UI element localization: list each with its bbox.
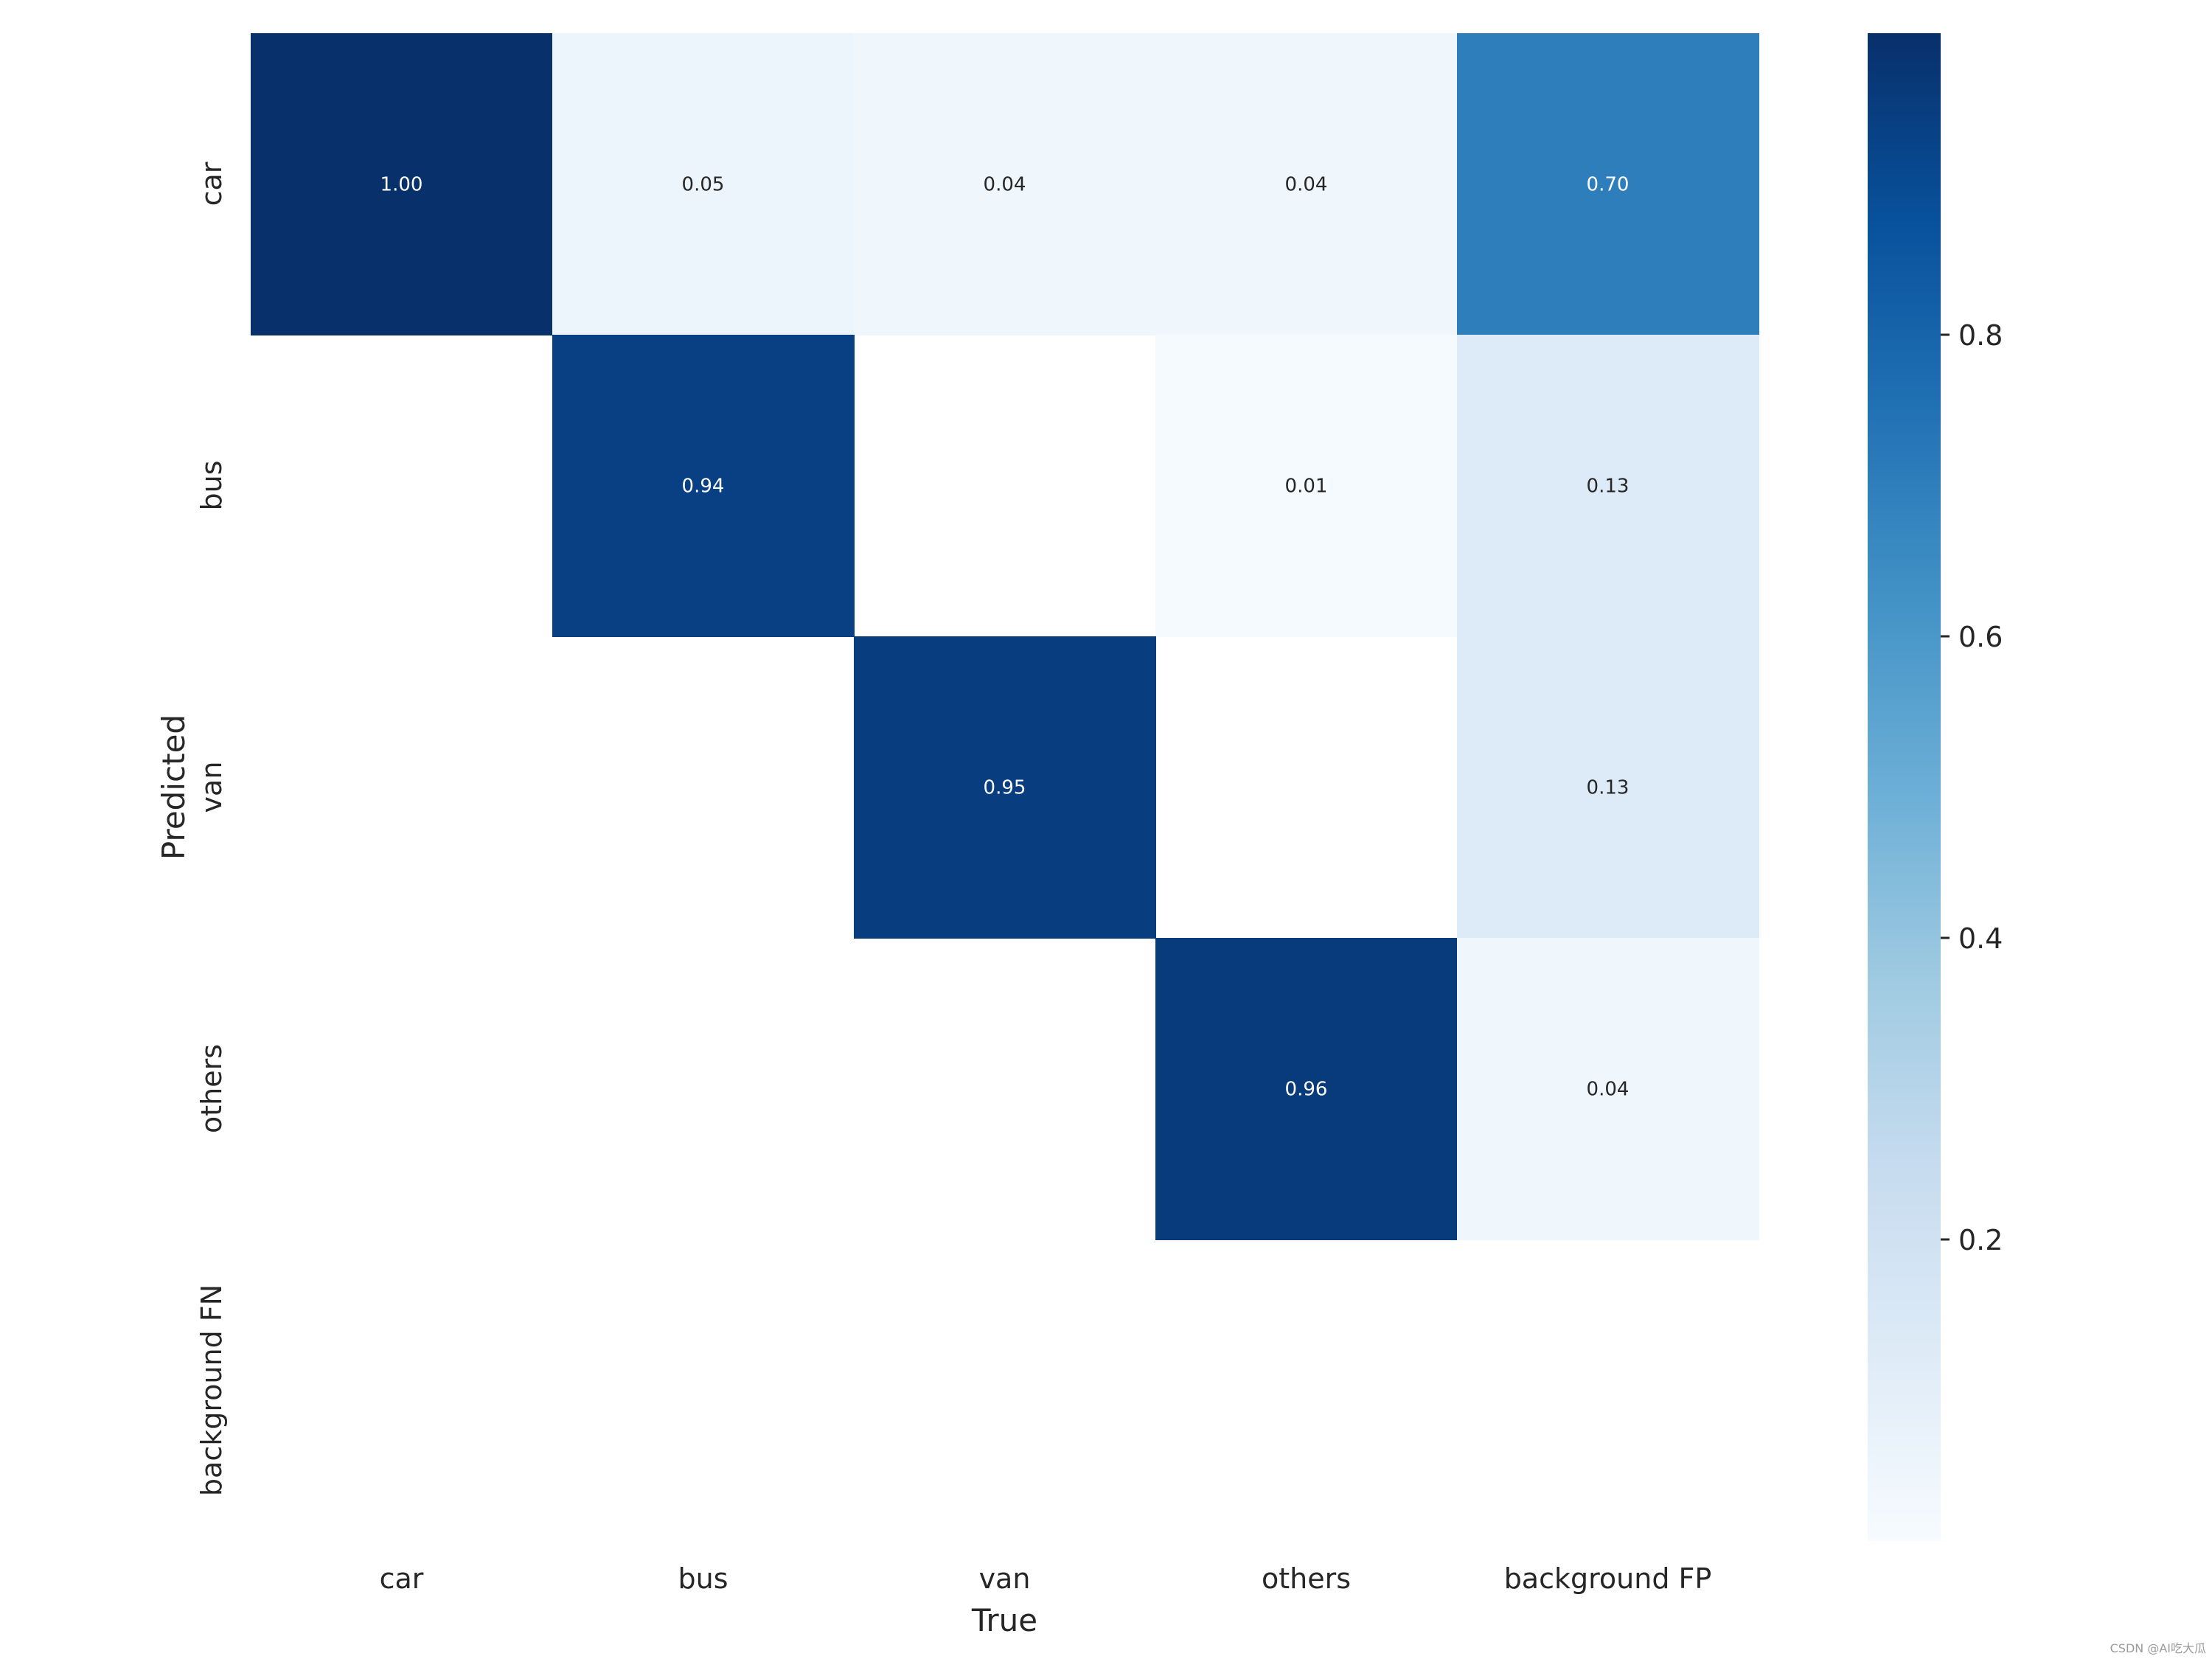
cell-value-label: 0.13 (1587, 476, 1630, 498)
cell-value-label: 0.94 (682, 476, 725, 498)
y-tick-label: bus (195, 460, 228, 510)
colorbar-tick-label: 0.2 (1958, 1224, 2003, 1256)
heatmap-cell-car-car (251, 33, 553, 335)
cell-value-label: 1.00 (380, 174, 423, 196)
heatmap-cell-car-others (1155, 33, 1458, 335)
heatmap-cell-bus-bus (552, 335, 855, 637)
x-axis-title: True (971, 1602, 1037, 1638)
heatmap-cell-van-van (854, 636, 1156, 939)
cell-value-label: 0.95 (984, 777, 1026, 799)
cell-value-label: 0.04 (1285, 174, 1328, 196)
heatmap-cell-car-background-FP (1457, 33, 1759, 335)
colorbar-tick-label: 0.4 (1958, 922, 2003, 955)
heatmap-cell-van-background-FP (1457, 636, 1759, 939)
colorbar-ticks: 0.2 0.4 0.6 0.8 (1941, 319, 2003, 1256)
cell-value-label: 0.05 (682, 174, 725, 196)
cell-value-label: 0.96 (1285, 1079, 1328, 1101)
x-tick-label: background FP (1504, 1562, 1712, 1595)
x-tick-label: bus (678, 1562, 728, 1595)
cell-value-label: 0.01 (1285, 476, 1328, 498)
colorbar (1868, 33, 1941, 1541)
colorbar-tick-label: 0.8 (1958, 319, 2003, 352)
x-axis-tick-labels: car bus van others background FP (380, 1562, 1712, 1595)
heatmap-cell-others-background-FP (1457, 938, 1759, 1240)
y-axis-title: Predicted (156, 714, 192, 860)
cell-value-labels: 1.00 0.05 0.04 0.04 0.70 0.94 0.01 0.13 0.95 0.13… (380, 174, 1630, 1101)
x-tick-label: car (380, 1562, 424, 1595)
y-axis-tick-labels: car bus van others background FN (195, 161, 228, 1496)
heatmap-cell-car-bus (552, 33, 855, 335)
colorbar-tick-label: 0.6 (1958, 621, 2003, 653)
y-tick-label: others (195, 1044, 228, 1133)
x-tick-label: van (979, 1562, 1031, 1595)
y-tick-label: background FN (195, 1284, 228, 1496)
heatmap-cell-car-van (854, 33, 1156, 335)
watermark: CSDN @AI吃大瓜 (2110, 1641, 2206, 1655)
cell-value-label: 0.13 (1587, 777, 1630, 799)
heatmap-cell-bus-others (1155, 335, 1458, 637)
y-tick-label: car (195, 161, 228, 206)
heatmap-cell-bus-background-FP (1457, 335, 1759, 637)
y-tick-label: van (195, 762, 228, 813)
heatmap-cell-others-others (1155, 938, 1458, 1240)
cell-value-label: 0.04 (984, 174, 1026, 196)
heatmap-cells (251, 33, 1759, 1240)
cell-value-label: 0.04 (1587, 1079, 1630, 1101)
cell-value-label: 0.70 (1587, 174, 1630, 196)
x-tick-label: others (1262, 1562, 1351, 1595)
